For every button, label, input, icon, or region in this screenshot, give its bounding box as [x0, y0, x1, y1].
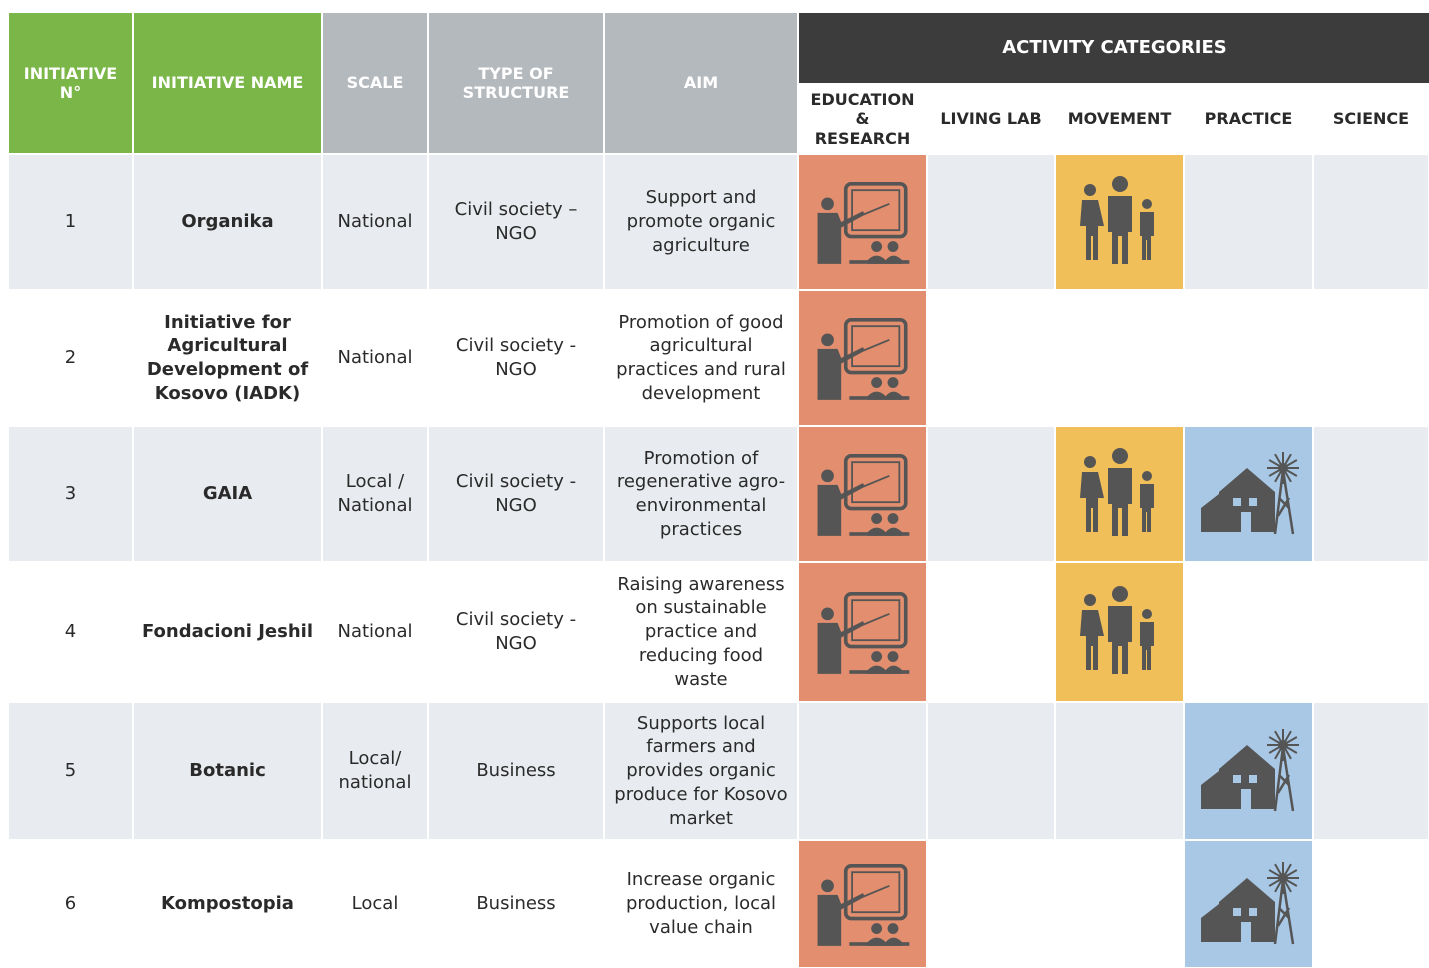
- activity-cell: [1314, 291, 1428, 425]
- table-cell: National: [323, 155, 427, 289]
- activity-cell: [1185, 291, 1312, 425]
- table-cell: Business: [429, 841, 603, 967]
- activity-cell: [1056, 291, 1183, 425]
- activity-cell: [928, 427, 1054, 561]
- category-header: LIVING LAB: [928, 85, 1054, 153]
- activity-cell: [1185, 841, 1312, 967]
- activity-cell: [928, 841, 1054, 967]
- activity-cell: [1185, 563, 1312, 701]
- table-cell: Local/ national: [323, 703, 427, 839]
- activity-cell: [799, 427, 926, 561]
- table-cell: GAIA: [134, 427, 321, 561]
- table-cell: 5: [9, 703, 132, 839]
- table-cell: Increase organic production, local value…: [605, 841, 797, 967]
- activity-cell: [1314, 563, 1428, 701]
- table-cell: Promotion of regenerative agro-environme…: [605, 427, 797, 561]
- table-cell: Civil society - NGO: [429, 291, 603, 425]
- activity-cell: [1056, 563, 1183, 701]
- table-cell: Botanic: [134, 703, 321, 839]
- table-cell: Organika: [134, 155, 321, 289]
- table-cell: Kompostopia: [134, 841, 321, 967]
- activity-cell: [928, 155, 1054, 289]
- table-cell: 6: [9, 841, 132, 967]
- activity-cell: [1056, 155, 1183, 289]
- category-header: MOVEMENT: [1056, 85, 1183, 153]
- header-cell: INITIATIVE N°: [9, 13, 132, 153]
- category-header: EDUCATION & RESEARCH: [799, 85, 926, 153]
- table-cell: Raising awareness on sustainable practic…: [605, 563, 797, 701]
- activity-cell: [799, 563, 926, 701]
- activity-cell: [799, 703, 926, 839]
- header-cell: TYPE OF STRUCTURE: [429, 13, 603, 153]
- table-cell: National: [323, 563, 427, 701]
- activity-cell: [928, 703, 1054, 839]
- table-cell: Business: [429, 703, 603, 839]
- table-cell: Local: [323, 841, 427, 967]
- header-cell: AIM: [605, 13, 797, 153]
- table-cell: Local / National: [323, 427, 427, 561]
- header-cell: INITIATIVE NAME: [134, 13, 321, 153]
- header-cell: SCALE: [323, 13, 427, 153]
- category-header: SCIENCE: [1314, 85, 1428, 153]
- activity-cell: [1056, 841, 1183, 967]
- table-cell: Support and promote organic agriculture: [605, 155, 797, 289]
- group-header: ACTIVITY CATEGORIES: [799, 13, 1429, 83]
- category-header: PRACTICE: [1185, 85, 1312, 153]
- table-cell: Fondacioni Jeshil: [134, 563, 321, 701]
- activity-cell: [1056, 427, 1183, 561]
- activity-cell: [1314, 155, 1428, 289]
- activity-cell: [1185, 155, 1312, 289]
- table-cell: Civil society - NGO: [429, 427, 603, 561]
- activity-cell: [1314, 841, 1428, 967]
- table-cell: Civil society – NGO: [429, 155, 603, 289]
- table-cell: Initiative for Agricultural Development …: [134, 291, 321, 425]
- activity-cell: [799, 155, 926, 289]
- table-cell: 4: [9, 563, 132, 701]
- table-cell: Supports local farmers and provides orga…: [605, 703, 797, 839]
- activity-cell: [1056, 703, 1183, 839]
- table-cell: Civil society - NGO: [429, 563, 603, 701]
- table-cell: 3: [9, 427, 132, 561]
- activity-cell: [1314, 427, 1428, 561]
- activity-cell: [928, 563, 1054, 701]
- table-cell: 2: [9, 291, 132, 425]
- table-cell: National: [323, 291, 427, 425]
- activity-cell: [1314, 703, 1428, 839]
- activity-cell: [799, 841, 926, 967]
- activity-cell: [1185, 703, 1312, 839]
- activity-cell: [1185, 427, 1312, 561]
- table-cell: 1: [9, 155, 132, 289]
- activity-cell: [928, 291, 1054, 425]
- table-cell: Promotion of good agricultural practices…: [605, 291, 797, 425]
- activity-cell: [799, 291, 926, 425]
